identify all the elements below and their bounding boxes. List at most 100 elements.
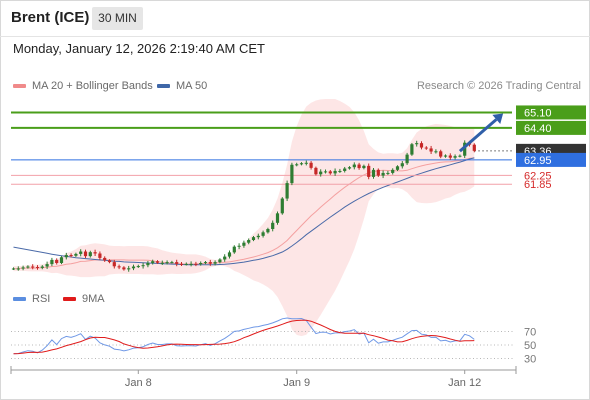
candle-body bbox=[55, 259, 59, 263]
legend-ma20: MA 20 + Bollinger Bands bbox=[13, 80, 153, 92]
candle-body bbox=[11, 268, 16, 270]
ma9-swatch bbox=[63, 297, 76, 302]
candle-body bbox=[189, 263, 193, 265]
candle-body bbox=[323, 171, 328, 173]
candle-body bbox=[285, 183, 289, 199]
candle-body bbox=[415, 143, 419, 145]
candle-body bbox=[151, 261, 155, 263]
credit-label: Research © 2026 Trading Central bbox=[416, 80, 581, 92]
candle-body bbox=[179, 263, 184, 265]
candle-body bbox=[203, 262, 208, 264]
candle-body bbox=[170, 262, 174, 264]
candle-body bbox=[448, 155, 452, 158]
candle-body bbox=[352, 164, 356, 168]
forecast-arrow-shaft bbox=[458, 118, 498, 153]
candle-body bbox=[184, 263, 188, 265]
candle-body bbox=[371, 169, 376, 177]
x-tick-label: Jan 9 bbox=[283, 377, 310, 389]
rsi-tick-30: 30 bbox=[524, 354, 536, 366]
candle-body bbox=[232, 246, 236, 253]
forecast-arrow-head bbox=[492, 113, 504, 124]
candle-body bbox=[424, 147, 428, 149]
candle-body bbox=[83, 251, 88, 257]
candle-body bbox=[26, 266, 30, 268]
candle-body bbox=[223, 256, 227, 260]
candle-body bbox=[74, 253, 78, 256]
candle-body bbox=[400, 163, 404, 167]
candle-body bbox=[35, 266, 40, 268]
legend-9ma: 9MA bbox=[63, 293, 105, 305]
candle-body bbox=[112, 262, 116, 267]
candle-body bbox=[256, 235, 260, 238]
rsi-tick-50: 50 bbox=[524, 340, 536, 352]
candle-body bbox=[242, 242, 246, 246]
candle-body bbox=[328, 171, 332, 174]
level-label-61-85: 61.85 bbox=[524, 179, 552, 191]
candle-body bbox=[405, 154, 409, 164]
candle-body bbox=[165, 262, 169, 264]
legend-ma50-label: MA 50 bbox=[176, 80, 208, 92]
rsi-swatch bbox=[13, 297, 26, 302]
header-divider bbox=[0, 36, 590, 37]
level-label-65-10: 65.10 bbox=[524, 107, 552, 119]
candle-body bbox=[309, 162, 313, 168]
level-label-62-25: 62.25 bbox=[524, 170, 552, 182]
candle-body bbox=[439, 151, 443, 157]
candle-body bbox=[251, 237, 256, 241]
rsi-9ma-line bbox=[13, 319, 475, 355]
candle-body bbox=[127, 268, 131, 270]
rsi-tick-70: 70 bbox=[524, 327, 536, 339]
legend-ma50: MA 50 bbox=[157, 80, 207, 92]
candle-body bbox=[271, 222, 275, 229]
candle-body bbox=[194, 263, 198, 265]
datetime-label: Monday, January 12, 2026 2:19:40 AM CET bbox=[13, 41, 265, 56]
candle-body bbox=[381, 172, 385, 176]
x-tick-label: Jan 12 bbox=[448, 377, 481, 389]
candle-body bbox=[443, 155, 448, 157]
candle-body bbox=[59, 257, 64, 263]
candle-body bbox=[199, 262, 203, 265]
candle-body bbox=[362, 165, 366, 169]
candle-body bbox=[237, 245, 241, 247]
candle-body bbox=[266, 228, 270, 233]
candle-body bbox=[261, 232, 265, 236]
candle-body bbox=[472, 144, 476, 151]
candle-body bbox=[386, 172, 390, 174]
candle-body bbox=[314, 167, 318, 175]
legend-rsi-label: RSI bbox=[32, 293, 51, 305]
candle-body bbox=[429, 148, 433, 152]
candle-body bbox=[295, 164, 299, 166]
header: Brent (ICE) 30 MIN bbox=[0, 0, 590, 36]
timeframe-badge[interactable]: 30 MIN bbox=[92, 7, 143, 30]
candle-body bbox=[93, 252, 97, 254]
candle-body bbox=[16, 268, 20, 270]
candle-body bbox=[376, 169, 380, 176]
candle-body bbox=[410, 144, 414, 155]
candle-body bbox=[227, 252, 232, 257]
candle-body bbox=[155, 261, 160, 263]
candle-body bbox=[31, 266, 35, 268]
level-label-64-40: 64.40 bbox=[524, 123, 552, 135]
candle-body bbox=[391, 169, 395, 173]
candle-body bbox=[107, 260, 112, 263]
candle-body bbox=[434, 151, 438, 153]
ma50-line bbox=[13, 157, 475, 266]
instrument-title: Brent (ICE) bbox=[11, 9, 90, 26]
candle-body bbox=[103, 257, 107, 261]
legend-9ma-label: 9MA bbox=[82, 293, 105, 305]
candle-body bbox=[299, 163, 304, 165]
ma50-swatch bbox=[157, 84, 170, 89]
candle-body bbox=[463, 142, 467, 156]
candle-body bbox=[304, 162, 308, 164]
x-tick-label: Jan 8 bbox=[125, 377, 152, 389]
candle-body bbox=[146, 262, 150, 266]
legend-ma20-label: MA 20 + Bollinger Bands bbox=[32, 80, 153, 92]
candle-body bbox=[453, 156, 457, 158]
candle-body bbox=[275, 213, 280, 223]
level-tag-64-40 bbox=[516, 120, 586, 135]
candle-body bbox=[50, 259, 54, 265]
candle-body bbox=[333, 170, 337, 174]
candle-body bbox=[458, 155, 462, 157]
level-label-62-95: 62.95 bbox=[524, 155, 552, 167]
candle-body bbox=[88, 252, 92, 257]
